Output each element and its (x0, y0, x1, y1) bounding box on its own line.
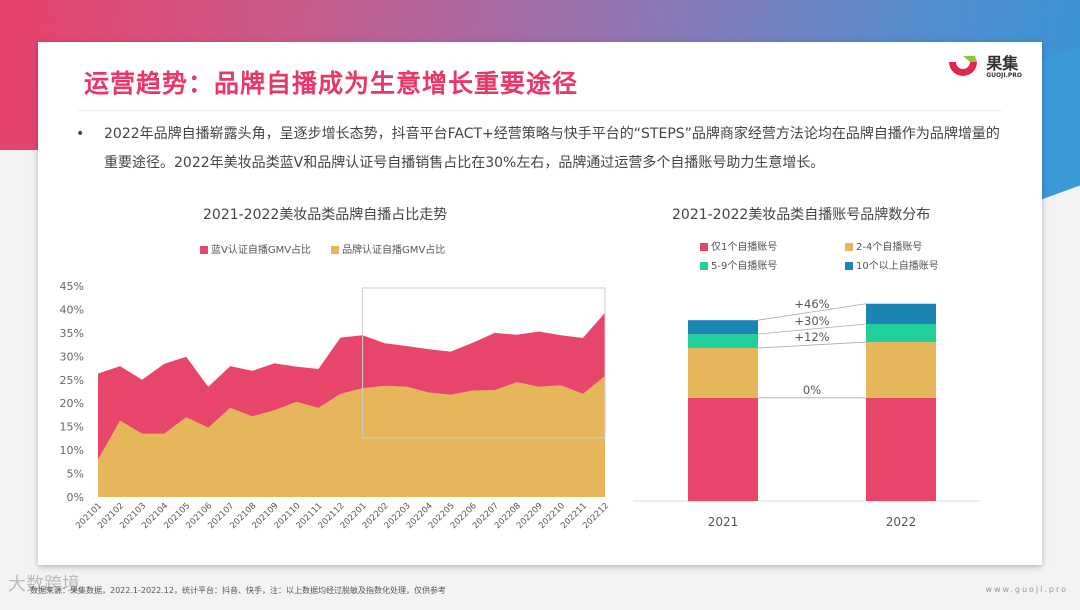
bar-segment (866, 304, 936, 324)
y-tick-label: 35% (60, 327, 84, 340)
change-label: +12% (794, 330, 829, 344)
bar-segment (688, 398, 758, 501)
change-label: +30% (794, 314, 829, 328)
legend-swatch (700, 262, 708, 270)
site-url: www.guoji.pro (985, 585, 1068, 594)
bar-segment (866, 342, 936, 398)
bar-segment (688, 348, 758, 398)
legend-label: 5-9个自播账号 (711, 261, 777, 272)
bar-segment (688, 320, 758, 334)
y-tick-label: 45% (60, 280, 84, 293)
change-label: +46% (794, 297, 829, 311)
chart2-title: 2021-2022美妆品类自播账号品牌数分布 (672, 204, 930, 224)
legend-swatch (845, 262, 853, 270)
legend-label: 2-4个自播账号 (856, 242, 922, 253)
legend-item-2: 2-4个自播账号 (845, 238, 990, 253)
legend-swatch (845, 243, 853, 251)
change-label: 0% (803, 383, 821, 397)
y-tick-label: 20% (60, 397, 84, 410)
y-tick-label: 15% (60, 421, 84, 434)
x-tick-label: 2022 (886, 515, 917, 529)
y-tick-label: 40% (60, 303, 84, 316)
legend-item-1: 仅1个自播账号 (700, 238, 845, 253)
legend-item-4: 10个以上自播账号 (845, 257, 990, 272)
bar-segment (866, 398, 936, 501)
y-tick-label: 10% (60, 444, 84, 457)
y-tick-label: 5% (67, 468, 84, 481)
y-tick-label: 0% (67, 491, 84, 504)
legend-swatch (700, 243, 708, 251)
legend-item-3: 5-9个自播账号 (700, 257, 845, 272)
bar-segment (688, 334, 758, 348)
legend-label: 10个以上自播账号 (856, 261, 939, 272)
y-tick-label: 25% (60, 374, 84, 387)
bar-segment (866, 324, 936, 342)
x-tick-label: 2021 (708, 515, 739, 529)
data-source: 数据来源：果集数据，2022.1-2022.12，统计平台：抖音、快手，注：以上… (30, 585, 446, 596)
chart2-legend: 仅1个自播账号 2-4个自播账号 5-9个自播账号 10个以上自播账号 (700, 238, 1000, 272)
legend-label: 仅1个自播账号 (711, 242, 777, 253)
y-tick-label: 30% (60, 350, 84, 363)
